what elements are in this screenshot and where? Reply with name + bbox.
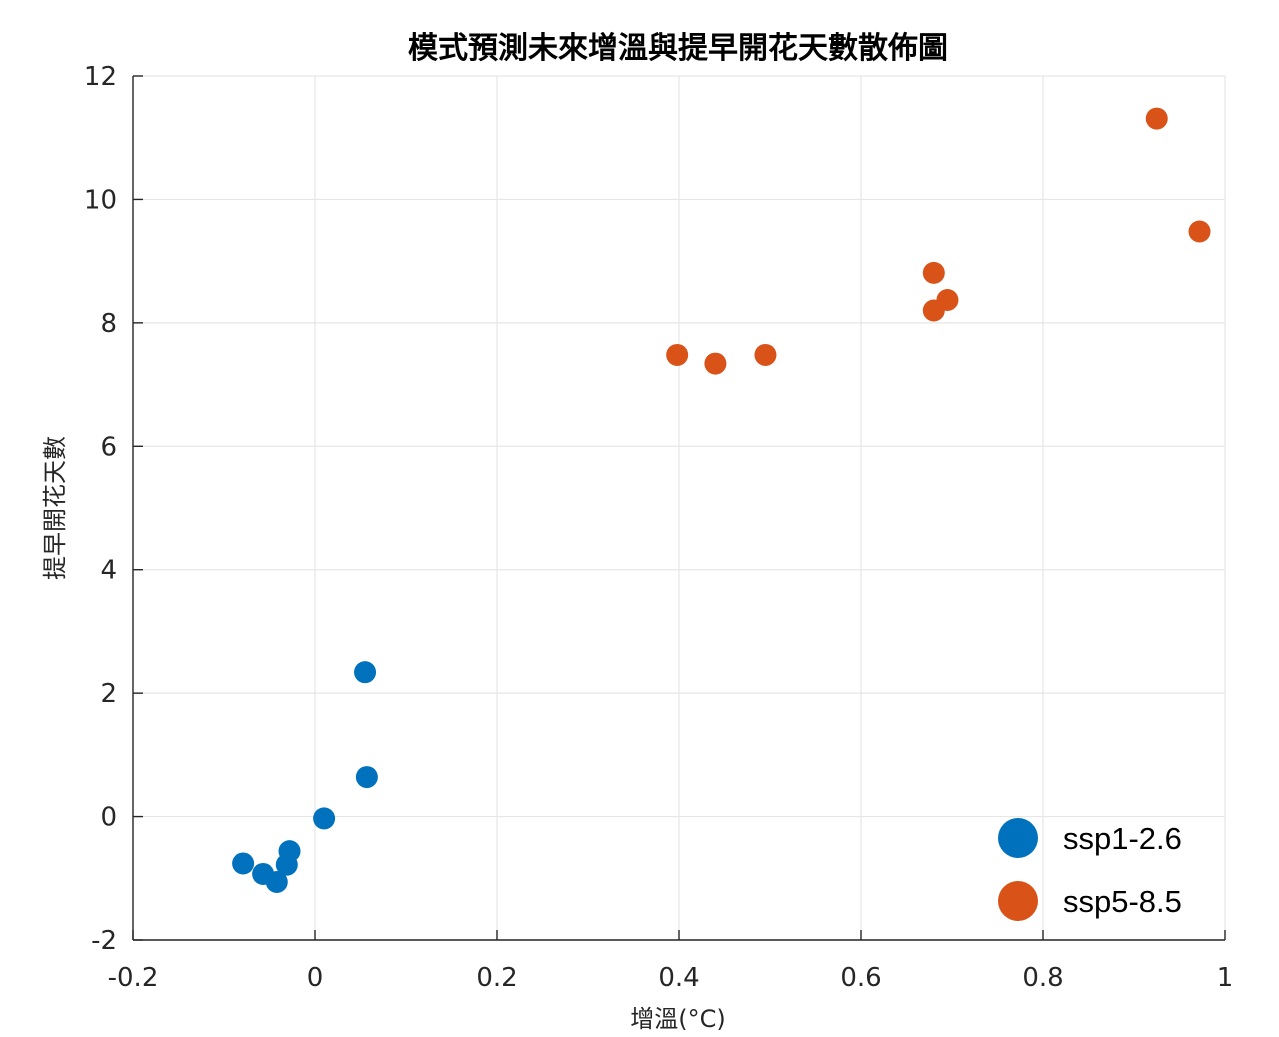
y-tick-label: 4	[100, 556, 117, 586]
y-tick-label: 8	[100, 309, 117, 339]
y-tick-label: -2	[91, 926, 117, 956]
data-points	[232, 107, 1211, 893]
x-tick-label: 1	[1217, 963, 1234, 993]
axes: -0.2 0 0.2 0.4 0.6 0.8 1 -2 0 2 4 6 8 10 12	[84, 62, 1233, 993]
legend-marker-ssp1-2.6	[998, 818, 1038, 858]
data-point-ssp1-2.6	[355, 766, 378, 789]
x-tick-label: 0.8	[1022, 963, 1063, 993]
chart-title: 模式預測未來增溫與提早開花天數散佈圖	[408, 31, 948, 66]
legend-label-ssp1-2.6: ssp1-2.6	[1063, 821, 1182, 856]
data-point-ssp1-2.6	[278, 840, 301, 863]
x-tick-label: 0.2	[476, 963, 517, 993]
y-axis-label: 提早開花天數	[41, 436, 69, 580]
legend-label-ssp5-8.5: ssp5-8.5	[1063, 884, 1182, 919]
y-tick-label: 2	[100, 679, 117, 709]
y-tick-label: 10	[84, 185, 117, 215]
grid-lines	[132, 75, 1226, 941]
data-point-ssp5-8.5	[754, 343, 777, 366]
x-tick-label: -0.2	[108, 963, 159, 993]
data-point-ssp5-8.5	[936, 289, 959, 312]
data-point-ssp1-2.6	[265, 870, 288, 893]
data-point-ssp1-2.6	[354, 661, 377, 684]
data-point-ssp5-8.5	[666, 343, 689, 366]
data-point-ssp5-8.5	[1188, 220, 1211, 243]
legend: ssp1-2.6 ssp5-8.5	[998, 818, 1182, 921]
y-tick-label: 6	[100, 432, 117, 462]
data-point-ssp5-8.5	[922, 261, 945, 284]
y-tick-label: 0	[100, 803, 117, 833]
x-tick-label: 0.6	[840, 963, 881, 993]
data-point-ssp5-8.5	[1145, 107, 1168, 130]
data-point-ssp1-2.6	[313, 807, 336, 830]
data-point-ssp5-8.5	[704, 352, 727, 375]
legend-marker-ssp5-8.5	[998, 881, 1038, 921]
x-tick-label: 0	[307, 963, 324, 993]
x-axis-label: 增溫(°C)	[630, 1005, 725, 1032]
data-point-ssp1-2.6	[232, 852, 255, 875]
y-tick-label: 12	[84, 62, 117, 92]
x-tick-label: 0.4	[658, 963, 699, 993]
